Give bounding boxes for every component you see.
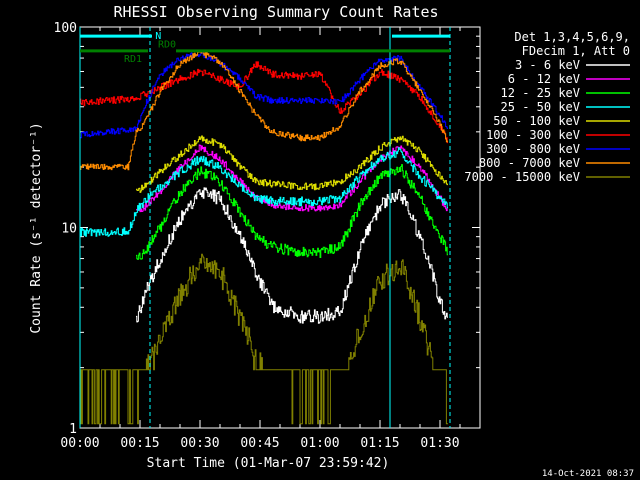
series-line-4	[80, 147, 448, 237]
series-line-5	[136, 135, 448, 193]
chart-title: RHESSI Observing Summary Count Rates	[113, 3, 438, 21]
legend-label-5: 50 - 100 keV	[493, 114, 580, 128]
series-line-8	[80, 49, 448, 171]
x-tick-label: 01:00	[300, 436, 339, 451]
legend-detectors: Det 1,3,4,5,6,9,	[514, 30, 630, 44]
series-line-9	[80, 253, 448, 425]
x-tick-label: 00:30	[180, 436, 219, 451]
plot-area: 00:00 00:15 00:30 00:45 01:00 01:15 01:30 1 10 10…	[54, 21, 481, 451]
y-axis-label: Count Rate (s⁻¹ detector⁻¹)	[29, 122, 44, 333]
legend-label-1: 3 - 6 keV	[515, 58, 580, 72]
legend-label-9: 7000 - 15000 keV	[464, 170, 580, 184]
y-tick-label: 1	[69, 422, 77, 437]
series-line-6	[80, 61, 448, 144]
series-line-1	[136, 187, 448, 324]
legend-decimation: FDecim 1, Att 0	[522, 44, 630, 58]
flag-label-rd0: RD0	[158, 39, 176, 50]
series-line-7	[80, 51, 448, 139]
generation-timestamp: 14-Oct-2021 08:37	[542, 469, 634, 479]
series-line-3	[136, 164, 448, 260]
x-tick-label: 01:30	[420, 436, 459, 451]
legend-label-6: 100 - 300 keV	[486, 128, 580, 142]
x-axis-label: Start Time (01-Mar-07 23:59:42)	[147, 456, 390, 471]
x-tick-label: 00:00	[60, 436, 99, 451]
legend-label-4: 25 - 50 keV	[501, 100, 580, 114]
legend: Det 1,3,4,5,6,9, FDecim 1, Att 0 3 - 6 k…	[464, 30, 630, 184]
legend-label-7: 300 - 800 keV	[486, 142, 580, 156]
flag-label-rd1: RD1	[124, 54, 142, 65]
y-tick-label: 100	[54, 21, 77, 36]
series-line-2	[136, 144, 448, 213]
x-tick-label: 01:15	[360, 436, 399, 451]
x-tick-label: 00:15	[120, 436, 159, 451]
legend-label-8: 800 - 7000 keV	[479, 156, 580, 170]
flag-label-n: N	[155, 31, 161, 42]
legend-label-2: 6 - 12 keV	[508, 72, 580, 86]
legend-label-3: 12 - 25 keV	[501, 86, 580, 100]
y-tick-label: 10	[61, 222, 77, 237]
x-tick-label: 00:45	[240, 436, 279, 451]
